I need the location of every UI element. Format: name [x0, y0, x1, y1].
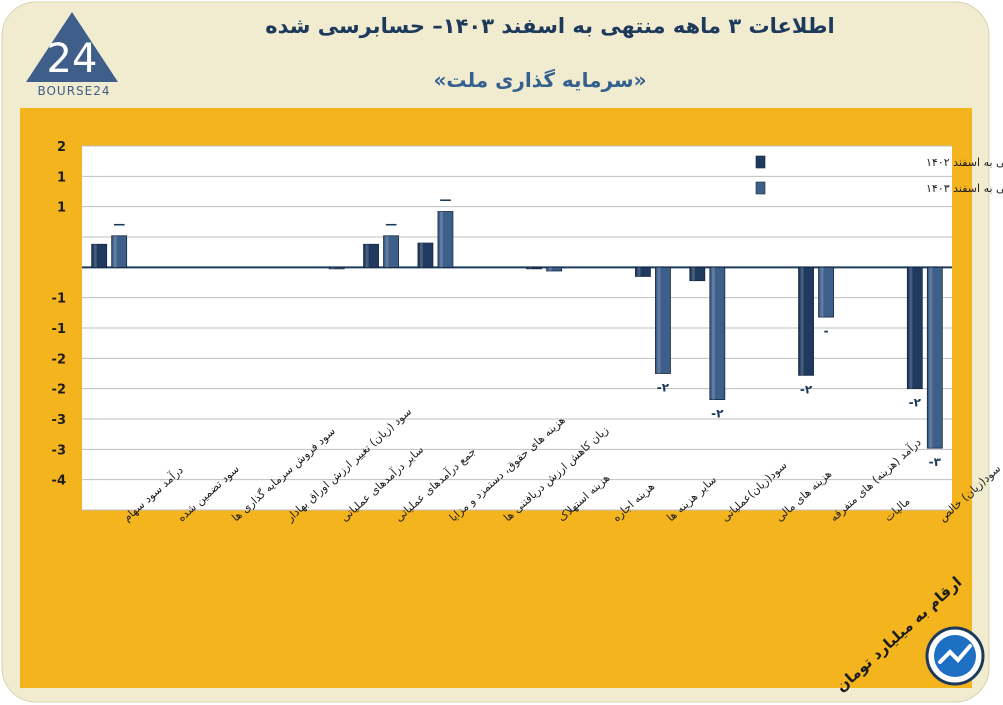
y-tick-label: 2 — [57, 140, 66, 155]
y-tick-label: -3 — [52, 443, 66, 458]
bar — [689, 266, 706, 282]
legend: عملکرد منتهی به اسفند ۱۴۰۲ عملکرد منتهی ب… — [755, 155, 1003, 195]
data-label: -۲ — [657, 381, 670, 395]
svg-text:24: 24 — [47, 36, 98, 82]
bar-highlight — [548, 267, 552, 271]
bar — [328, 266, 345, 270]
y-tick-label: -3 — [52, 413, 66, 428]
logo-text: BOURSE24 — [37, 84, 111, 98]
bar-highlight — [800, 267, 804, 376]
legend-label: عملکرد منتهی به اسفند ۱۴۰۳ — [926, 182, 1003, 195]
bar — [926, 266, 943, 449]
bars: -۲ -۲ — — — -۲ -۲ - -۳ — [91, 193, 943, 469]
page-subtitle: «سرمایه گذاری ملت» — [433, 68, 647, 92]
data-label: - — [824, 324, 829, 338]
bar-highlight — [711, 267, 715, 400]
y-axis-ticks: 2 1 1 -1 -1 -2 -2 -3 -3 -4 — [52, 140, 66, 489]
bar — [111, 235, 128, 268]
bar — [546, 266, 563, 272]
bar — [437, 211, 454, 268]
bar-highlight — [929, 267, 933, 449]
bar-highlight — [385, 235, 389, 268]
trend-badge-icon — [925, 626, 985, 686]
page-title: اطلاعات ۳ ماهه منتهی به اسفند ۱۴۰۳– حساب… — [265, 14, 835, 38]
bar-highlight — [113, 235, 117, 268]
bar-highlight — [365, 244, 369, 268]
bar — [383, 235, 399, 268]
bar — [818, 266, 834, 318]
bar-highlight — [93, 244, 97, 268]
bar — [526, 266, 543, 270]
legend-swatch — [755, 181, 766, 195]
bar-highlight — [528, 267, 532, 269]
bar-highlight — [691, 267, 695, 281]
bar — [906, 266, 923, 390]
bar-highlight — [331, 267, 335, 269]
bar — [417, 242, 434, 268]
data-label: — — [113, 217, 125, 231]
data-label: -۲ — [800, 382, 813, 396]
data-label: -۲ — [909, 396, 922, 410]
legend-label: عملکرد منتهی به اسفند ۱۴۰۲ — [926, 156, 1003, 169]
bar — [709, 266, 726, 400]
legend-swatch — [755, 155, 766, 169]
bar-highlight — [637, 267, 641, 277]
data-label: — — [385, 217, 397, 231]
bar — [635, 266, 651, 277]
data-label: -۲ — [711, 407, 724, 421]
bar-highlight — [909, 267, 913, 389]
bourse24-logo-icon: 24 — [26, 12, 118, 82]
y-tick-label: 1 — [57, 201, 66, 216]
bar — [655, 266, 671, 374]
bar-highlight — [657, 267, 661, 374]
y-tick-label: -2 — [52, 352, 66, 367]
data-label: — — [439, 193, 451, 207]
y-tick-label: -4 — [52, 474, 66, 489]
gridlines — [82, 145, 952, 511]
y-tick-label: 1 — [57, 170, 66, 185]
y-tick-label: -1 — [52, 292, 66, 307]
bar-highlight — [439, 211, 443, 268]
bar — [91, 243, 108, 268]
bar-highlight — [820, 267, 824, 318]
data-label: -۳ — [929, 455, 942, 469]
bar — [363, 243, 379, 268]
bar — [798, 266, 814, 376]
y-tick-label: -1 — [52, 322, 66, 337]
bar-highlight — [419, 243, 423, 268]
y-tick-label: -2 — [52, 383, 66, 398]
